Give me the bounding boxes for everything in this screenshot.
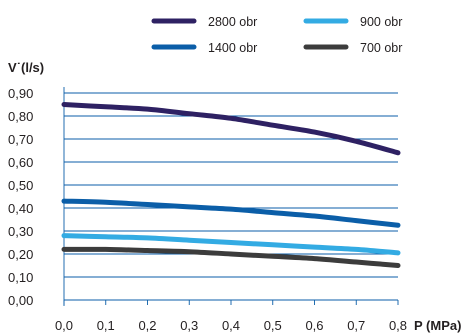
y-tick-label: 0,10: [8, 270, 33, 285]
x-tick-label: 0,2: [138, 318, 156, 333]
x-tick-label: 0,0: [55, 318, 73, 333]
y-tick-label: 0,00: [8, 293, 33, 308]
x-tick-label: 0,7: [347, 318, 365, 333]
x-tick-label: 0,4: [222, 318, 240, 333]
series-lines: [61, 102, 401, 268]
x-tick-label: 0,1: [97, 318, 115, 333]
x-tick-label: 0,3: [180, 318, 198, 333]
y-tick-label: 0,50: [8, 178, 33, 193]
y-tick-label: 0,60: [8, 155, 33, 170]
series-line-1400-obr: [61, 198, 401, 228]
legend: 2800 obr 900 obr 1400 obr 700 obr: [151, 15, 402, 55]
series-line-900-obr: [61, 233, 401, 256]
y-tick-label: 0,70: [8, 132, 33, 147]
y-axis-label: V˙(l/s): [8, 60, 44, 75]
x-tick-label: 0,8: [389, 318, 407, 333]
y-tick-label: 0,40: [8, 201, 33, 216]
y-tick-label: 0,80: [8, 109, 33, 124]
legend-label: 700 obr: [360, 41, 402, 55]
y-tick-label: 0,30: [8, 224, 33, 239]
series-line-700-obr: [61, 246, 401, 268]
legend-label: 1400 obr: [208, 41, 257, 55]
x-tick-label: 0,5: [264, 318, 282, 333]
y-tick-label: 0,20: [8, 247, 33, 262]
y-tick-label: 0,90: [8, 86, 33, 101]
x-tick-labels: 0,0 0,1 0,2 0,3 0,4 0,5 0,6 0,7 0,8: [55, 318, 407, 333]
x-axis-label: P (MPa): [414, 318, 461, 333]
legend-label: 900 obr: [360, 15, 402, 29]
x-tick-label: 0,6: [305, 318, 323, 333]
y-tick-labels: 0,00 0,10 0,20 0,30 0,40 0,50 0,60 0,70 0,80 0,90: [8, 86, 33, 308]
series-line-2800-obr: [61, 102, 401, 156]
legend-label: 2800 obr: [208, 15, 257, 29]
